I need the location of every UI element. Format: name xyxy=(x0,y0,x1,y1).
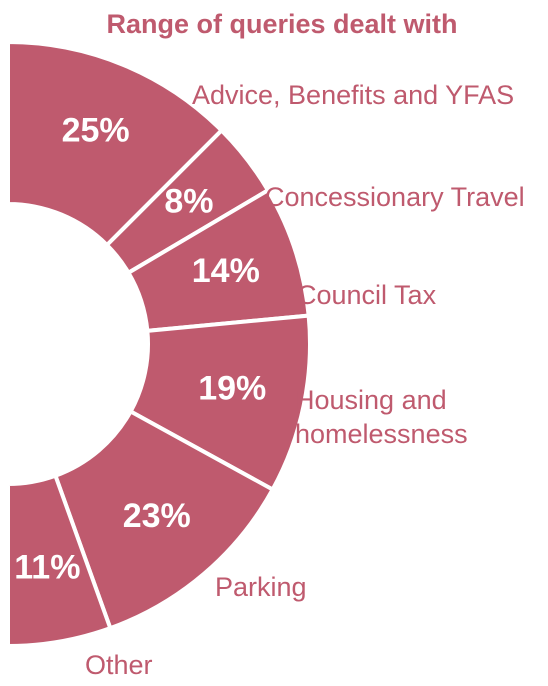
category-label: Other xyxy=(85,650,153,680)
donut-segment xyxy=(52,408,276,631)
donut-segment xyxy=(6,473,113,649)
category-label: Housing and homelessness xyxy=(295,385,468,449)
category-label: Concessionary Travel xyxy=(265,182,525,212)
value-label: 11% xyxy=(14,549,80,587)
value-label: 8% xyxy=(164,183,213,221)
category-label: Advice, Benefits and YFAS xyxy=(192,80,515,110)
category-label: Parking xyxy=(215,572,307,602)
category-label: Council Tax xyxy=(297,280,437,310)
chart-title: Range of queries dealt with xyxy=(106,9,457,39)
value-label: 25% xyxy=(62,111,130,149)
value-label: 14% xyxy=(192,252,260,290)
value-label: 23% xyxy=(123,497,191,535)
value-label: 19% xyxy=(198,369,266,407)
donut-segment xyxy=(6,39,225,248)
